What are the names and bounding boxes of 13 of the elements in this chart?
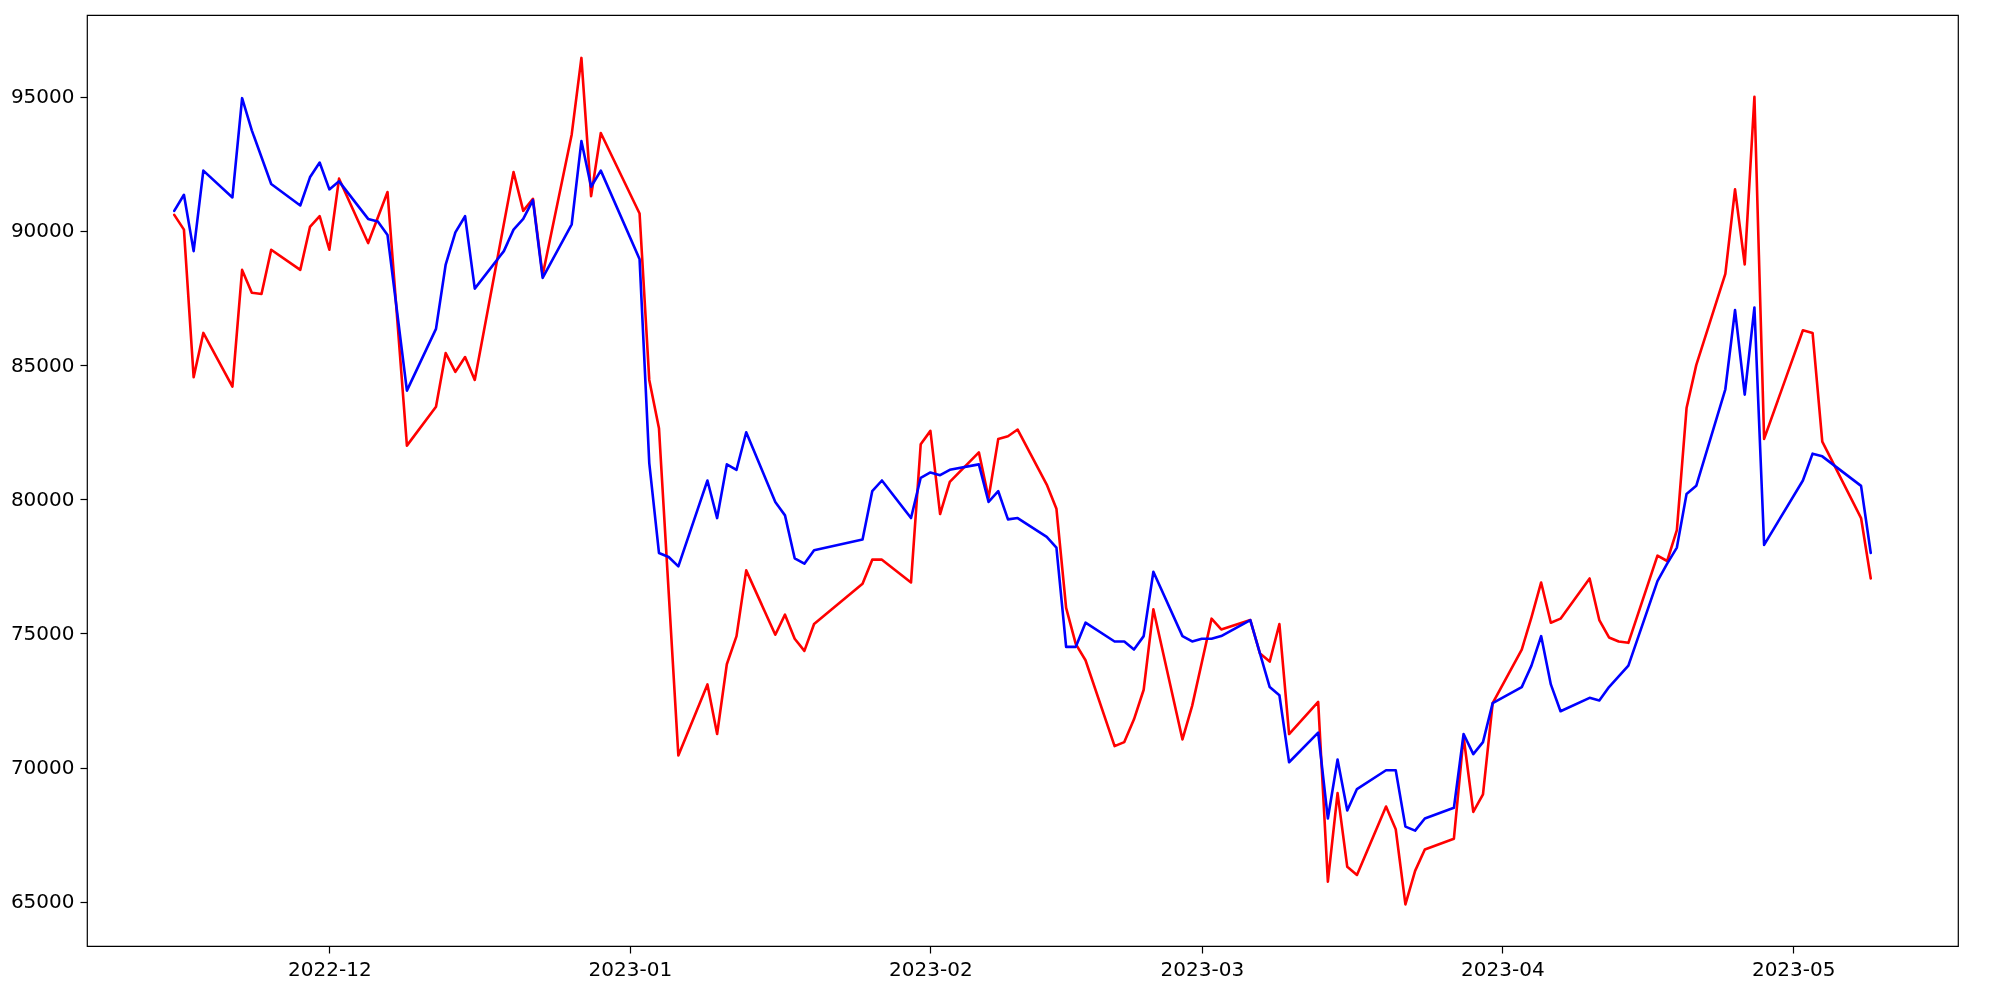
y-tick-label: 90000 [10, 218, 75, 243]
y-tick-label: 80000 [10, 486, 75, 511]
y-tick-label: 70000 [10, 755, 75, 780]
x-tick-label: 2023-04 [1461, 956, 1545, 981]
x-tick-label: 2023-03 [1160, 956, 1245, 981]
x-tick-label: 2023-05 [1751, 956, 1836, 981]
y-tick-label: 65000 [10, 889, 75, 914]
x-tick-label: 2023-02 [889, 956, 973, 981]
x-tick-label: 2023-01 [588, 956, 673, 981]
x-tick-label: 2022-12 [288, 956, 372, 981]
y-tick-label: 75000 [10, 620, 75, 645]
y-tick-label: 95000 [10, 84, 75, 109]
y-tick-label: 85000 [10, 352, 75, 377]
